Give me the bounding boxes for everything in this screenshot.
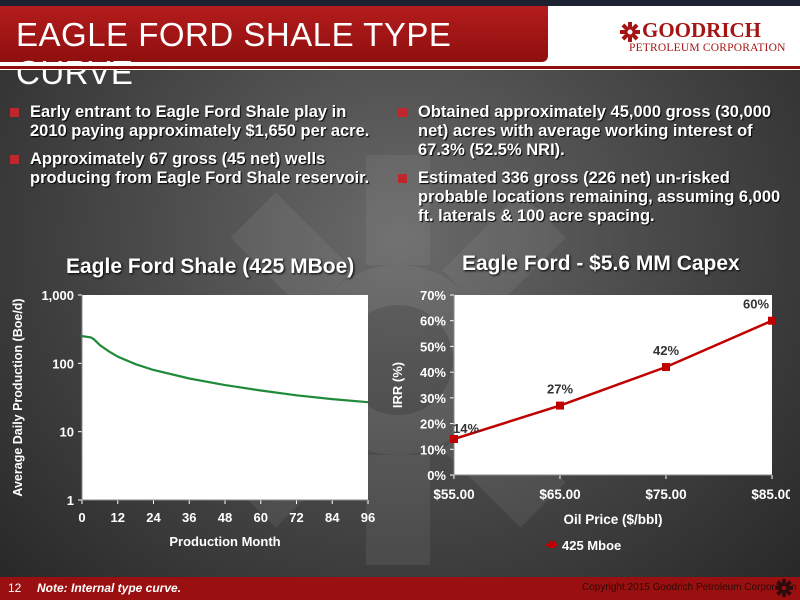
data-label: 42% <box>653 343 679 358</box>
data-point <box>662 363 670 371</box>
bullet-square-icon <box>398 108 407 117</box>
bullet-text: Estimated 336 gross (226 net) un-risked … <box>418 169 781 225</box>
data-label: 14% <box>453 421 479 436</box>
data-point <box>450 435 458 443</box>
y-tick-label: 20% <box>420 417 446 432</box>
copyright-text: Copyright 2015 Goodrich Petroleum Corpor… <box>582 582 797 593</box>
bullet-square-icon <box>10 108 19 117</box>
bullet-text: Early entrant to Eagle Ford Shale play i… <box>30 103 370 140</box>
y-tick-label: 10 <box>60 425 74 440</box>
bullet-text: Approximately 67 gross (45 net) wells pr… <box>30 150 370 187</box>
x-tick-label: $55.00 <box>433 487 474 502</box>
y-tick-label: 0% <box>427 468 446 483</box>
bullet-text: Obtained approximately 45,000 gross (30,… <box>418 103 772 159</box>
type-curve-line <box>81 335 369 404</box>
data-label: 27% <box>547 382 573 397</box>
y-tick-label: 1 <box>67 493 74 508</box>
top-strip <box>0 0 800 6</box>
x-axis-label: Oil Price ($/bbl) <box>563 512 662 527</box>
x-tick-label: 84 <box>325 510 340 525</box>
y-tick-label: 50% <box>420 339 446 354</box>
data-label: 60% <box>743 297 769 312</box>
y-axis-label: IRR (%) <box>390 362 405 408</box>
type-curve-chart-title: Eagle Ford Shale (425 MBoe) <box>66 255 355 278</box>
y-tick-label: 30% <box>420 391 446 406</box>
bullet-item: Obtained approximately 45,000 gross (30,… <box>398 103 788 160</box>
bullet-item: Approximately 67 gross (45 net) wells pr… <box>10 150 370 188</box>
y-tick-label: 70% <box>420 288 446 303</box>
y-tick-label: 1,000 <box>41 288 74 303</box>
x-tick-label: 48 <box>218 510 232 525</box>
x-axis-label: Production Month <box>169 534 280 549</box>
bullet-item: Early entrant to Eagle Ford Shale play i… <box>10 103 370 141</box>
header-rule <box>0 66 800 69</box>
x-tick-label: 0 <box>78 510 85 525</box>
bullet-square-icon <box>10 155 19 164</box>
legend-marker <box>549 541 556 548</box>
legend-label: 425 Mboe <box>562 538 621 553</box>
footer-note: Note: Internal type curve. <box>37 581 182 595</box>
x-tick-label: $75.00 <box>645 487 686 502</box>
type-curve-chart: 1 10 100 1,000 0 12 24 36 48 60 72 84 96 Production M… <box>11 288 375 549</box>
irr-chart: 0% 10% 20% 30% 40% 50% 60% 70% $55.00 $65.00 $75.0… <box>390 288 790 553</box>
x-tick-label: $65.00 <box>539 487 580 502</box>
y-axis-label: Average Daily Production (Boe/d) <box>11 298 25 496</box>
x-tick-label: 12 <box>111 510 125 525</box>
logo-subtitle: PETROLEUM CORPORATION <box>629 42 786 54</box>
bullet-square-icon <box>398 174 407 183</box>
goodrich-logo-icon <box>620 22 640 42</box>
x-tick-label: $85.00 <box>751 487 790 502</box>
page-number: 12 <box>8 581 22 595</box>
irr-line <box>453 319 773 441</box>
y-tick-label: 10% <box>420 442 446 457</box>
irr-chart-title: Eagle Ford - $5.6 MM Capex <box>462 252 740 275</box>
right-bullet-list: Obtained approximately 45,000 gross (30,… <box>398 103 788 235</box>
bullet-item: Estimated 336 gross (226 net) un-risked … <box>398 169 788 226</box>
y-tick-label: 40% <box>420 365 446 380</box>
x-tick-label: 96 <box>361 510 375 525</box>
x-tick-label: 24 <box>146 510 161 525</box>
data-point <box>556 401 564 410</box>
logo-name: GOODRICH <box>642 18 762 42</box>
x-tick-label: 36 <box>182 510 196 525</box>
y-tick-label: 100 <box>52 356 74 371</box>
left-bullet-list: Early entrant to Eagle Ford Shale play i… <box>10 103 370 197</box>
data-point <box>768 316 776 325</box>
x-tick-label: 60 <box>254 510 268 525</box>
x-tick-label: 72 <box>289 510 303 525</box>
title-band: EAGLE FORD SHALE TYPE CURVE <box>0 6 548 91</box>
y-tick-label: 60% <box>420 314 446 329</box>
page-title: EAGLE FORD SHALE TYPE CURVE <box>16 16 452 91</box>
footer-gear-icon <box>775 579 793 597</box>
footer-bar: 12 Note: Internal type curve. Copyright … <box>0 577 800 600</box>
